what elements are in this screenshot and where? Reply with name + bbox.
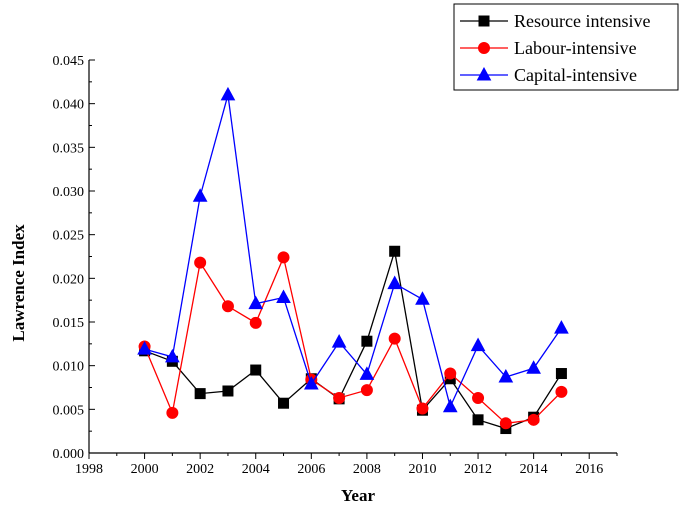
series-line: [143, 255, 562, 424]
data-point: [555, 368, 567, 380]
x-tick-label: 2002: [186, 462, 214, 477]
y-tick-label: 0.045: [53, 54, 85, 69]
data-point: [248, 295, 264, 310]
series-3: [137, 86, 569, 413]
legend-item: Capital-intensive: [460, 65, 637, 85]
data-point: [277, 251, 290, 264]
data-point: [166, 406, 179, 419]
data-point: [472, 414, 484, 426]
y-tick-label: 0.010: [53, 360, 85, 375]
data-point: [415, 291, 430, 305]
data-point: [416, 402, 429, 415]
data-point: [389, 245, 401, 257]
y-axis-title: Lawrence Index: [9, 224, 28, 342]
data-point: [194, 256, 207, 269]
y-tick-label: 0.035: [53, 141, 85, 156]
data-point: [137, 341, 152, 355]
data-point: [278, 397, 290, 409]
data-point: [220, 86, 236, 101]
series-line: [144, 251, 562, 430]
data-point: [250, 364, 262, 376]
x-axis-title: Year: [341, 486, 375, 505]
data-point: [470, 337, 486, 352]
axes: 0.000 0.005 0.010 0.015 0.020 0.025 0.030 0.035…: [53, 54, 618, 477]
data-point: [472, 391, 485, 404]
legend-label: Resource intensive: [514, 11, 650, 31]
y-tick-label: 0.005: [53, 403, 85, 418]
legend-box: [453, 3, 679, 91]
legend-item: Labour-intensive: [460, 38, 637, 58]
x-tick-label: 2008: [353, 462, 381, 477]
data-point: [499, 417, 512, 430]
x-tick-label: 2010: [408, 462, 436, 477]
data-point: [249, 316, 262, 329]
data-point: [359, 366, 375, 380]
series-layer: [137, 86, 569, 435]
data-point: [388, 332, 401, 345]
x-tick-label: 2000: [131, 462, 159, 477]
series-line: [144, 94, 562, 409]
series-2: [138, 251, 568, 430]
x-tick-label: 2012: [464, 462, 492, 477]
legend-marker: [478, 42, 490, 54]
data-point: [361, 335, 373, 347]
data-point: [303, 375, 319, 390]
data-point: [333, 391, 346, 404]
data-point: [222, 385, 234, 397]
data-point: [555, 385, 568, 398]
x-tick-label: 2016: [575, 462, 603, 477]
data-point: [442, 398, 458, 413]
data-point: [527, 413, 540, 426]
legend-label: Capital-intensive: [514, 65, 637, 85]
y-tick-label: 0.040: [53, 98, 85, 113]
data-point: [165, 348, 180, 363]
data-point: [194, 388, 206, 400]
series-1: [139, 245, 567, 435]
y-tick-label: 0.000: [53, 447, 85, 462]
data-point: [526, 360, 541, 374]
x-tick-label: 2004: [242, 462, 270, 477]
data-point: [276, 289, 291, 304]
legend: Resource intensive Labour-intensive Capita…: [453, 3, 679, 91]
data-point: [331, 334, 347, 348]
data-point: [221, 300, 234, 313]
x-tick-label: 2014: [520, 462, 548, 477]
data-point: [498, 368, 514, 383]
data-point: [360, 384, 373, 397]
y-tick-label: 0.030: [53, 185, 85, 200]
y-tick-label: 0.020: [53, 272, 85, 287]
data-point: [554, 320, 569, 334]
legend-marker: [478, 15, 490, 27]
data-point: [387, 275, 403, 290]
legend-item: Resource intensive: [460, 11, 650, 31]
legend-marker: [476, 66, 492, 81]
y-tick-label: 0.025: [53, 229, 85, 244]
x-tick-label: 1998: [75, 462, 103, 477]
data-point: [192, 188, 208, 202]
data-point: [444, 367, 457, 380]
x-tick-label: 2006: [297, 462, 325, 477]
y-tick-label: 0.015: [53, 316, 85, 331]
legend-label: Labour-intensive: [514, 38, 637, 58]
